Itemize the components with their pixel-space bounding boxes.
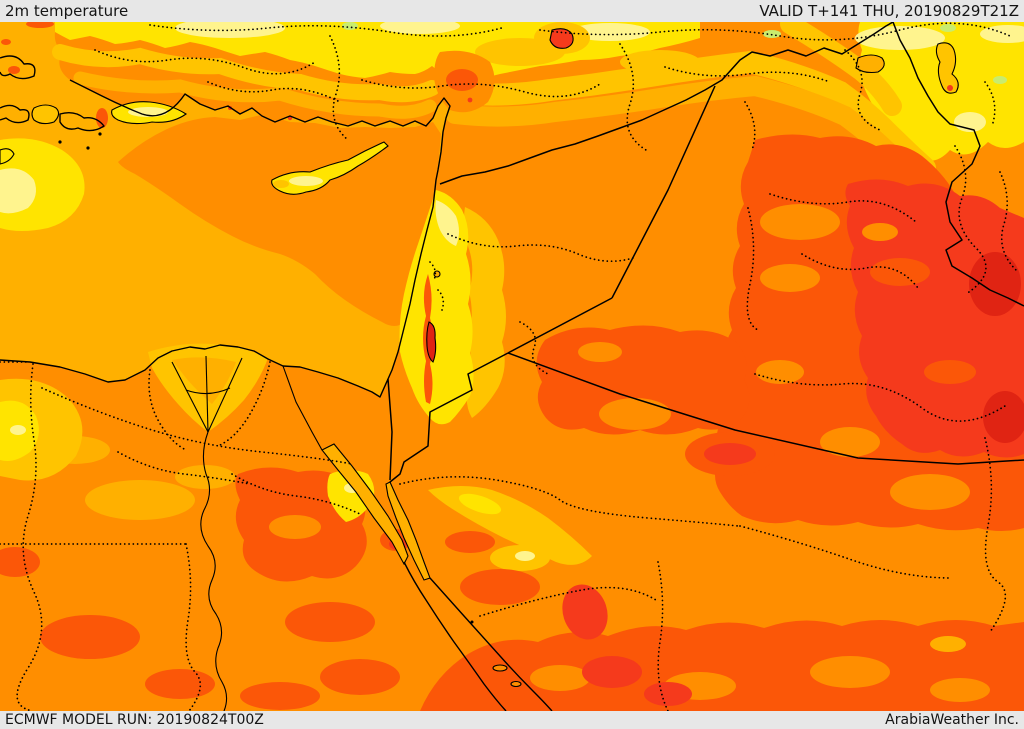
coastlines [0,55,451,398]
egypt-israel-border [387,378,393,481]
red-sea-east-coast [429,577,553,711]
model-run-label: ECMWF MODEL RUN: 20190824T00Z [5,712,264,728]
aegean-region [0,22,187,231]
lakes [534,22,959,94]
map-title: 2m temperature [5,2,129,20]
lake-van [855,54,885,74]
levant-highlands [399,190,506,425]
adana-hotspot [228,50,495,121]
warm-sea-band [118,114,441,326]
gulf-of-suez [321,443,409,566]
red-sea [282,365,553,711]
title-bar: 2m temperature VALID T+141 THU, 20190829… [0,0,1024,22]
suez-canal [282,365,323,451]
admin-borders-dotted [0,22,1017,711]
cool-spot-green [342,22,358,30]
valid-time-label: VALID T+141 THU, 20190829T21Z [759,2,1019,20]
lake-urmia [935,42,959,94]
red-sea-west-coast [403,561,507,711]
cool-spot-green [940,24,956,32]
branding-label: ArabiaWeather Inc. [885,712,1019,728]
lake-tuz [549,28,574,49]
gulf-of-aqaba [385,481,431,581]
temperature-map-canvas [0,22,1024,711]
jordan-saudi-border [389,352,509,483]
cool-spot-green [993,76,1007,84]
saudi-iraq-border [507,352,1024,465]
marmara-coast [0,55,36,80]
turkey-syria-iraq-border [439,22,894,185]
country-borders [387,22,1024,483]
island [0,148,15,165]
jordan-iraq-border [507,297,613,354]
hot-temperature-fields [420,134,1024,711]
iran-iraq-border [892,22,1024,307]
cyprus-island [271,141,389,195]
nile-river [171,355,243,711]
dead-sea [426,321,437,363]
island [31,104,60,125]
syria-iraq-border [611,85,716,299]
sea-of-galilee [433,270,441,278]
footer-bar: ECMWF MODEL RUN: 20190824T00Z ArabiaWeat… [0,711,1024,729]
